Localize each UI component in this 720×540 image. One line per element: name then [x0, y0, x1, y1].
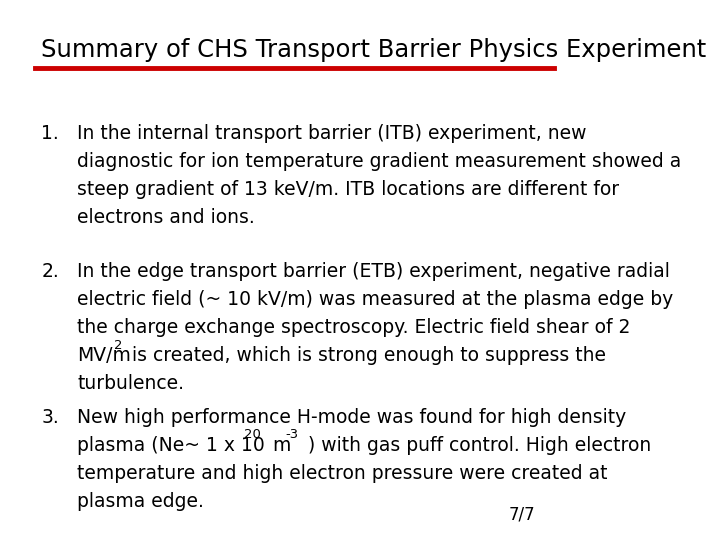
Text: In the edge transport barrier (ETB) experiment, negative radial: In the edge transport barrier (ETB) expe…: [77, 262, 670, 281]
Text: the charge exchange spectroscopy. Electric field shear of 2: the charge exchange spectroscopy. Electr…: [77, 318, 631, 337]
Text: 20: 20: [243, 428, 261, 441]
Text: is created, which is strong enough to suppress the: is created, which is strong enough to su…: [126, 346, 606, 365]
Text: -3: -3: [285, 428, 298, 441]
Text: 1.: 1.: [41, 124, 59, 143]
Text: plasma edge.: plasma edge.: [77, 492, 204, 511]
Text: 2: 2: [114, 339, 123, 352]
Text: diagnostic for ion temperature gradient measurement showed a: diagnostic for ion temperature gradient …: [77, 152, 682, 171]
Text: 3.: 3.: [41, 408, 59, 427]
Text: steep gradient of 13 keV/m. ITB locations are different for: steep gradient of 13 keV/m. ITB location…: [77, 180, 619, 199]
Text: 7/7: 7/7: [509, 506, 536, 524]
Text: In the internal transport barrier (ITB) experiment, new: In the internal transport barrier (ITB) …: [77, 124, 587, 143]
Text: electric field (~ 10 kV/m) was measured at the plasma edge by: electric field (~ 10 kV/m) was measured …: [77, 290, 673, 309]
Text: 2.: 2.: [41, 262, 59, 281]
Text: m: m: [266, 436, 291, 455]
Text: electrons and ions.: electrons and ions.: [77, 208, 255, 227]
Text: turbulence.: turbulence.: [77, 374, 184, 393]
Text: New high performance H-mode was found for high density: New high performance H-mode was found fo…: [77, 408, 626, 427]
Text: Summary of CHS Transport Barrier Physics Experiment: Summary of CHS Transport Barrier Physics…: [41, 38, 706, 62]
Text: MV/m: MV/m: [77, 346, 131, 365]
Text: ) with gas puff control. High electron: ) with gas puff control. High electron: [308, 436, 652, 455]
Text: temperature and high electron pressure were created at: temperature and high electron pressure w…: [77, 464, 608, 483]
Text: plasma (Ne~ 1 x 10: plasma (Ne~ 1 x 10: [77, 436, 265, 455]
